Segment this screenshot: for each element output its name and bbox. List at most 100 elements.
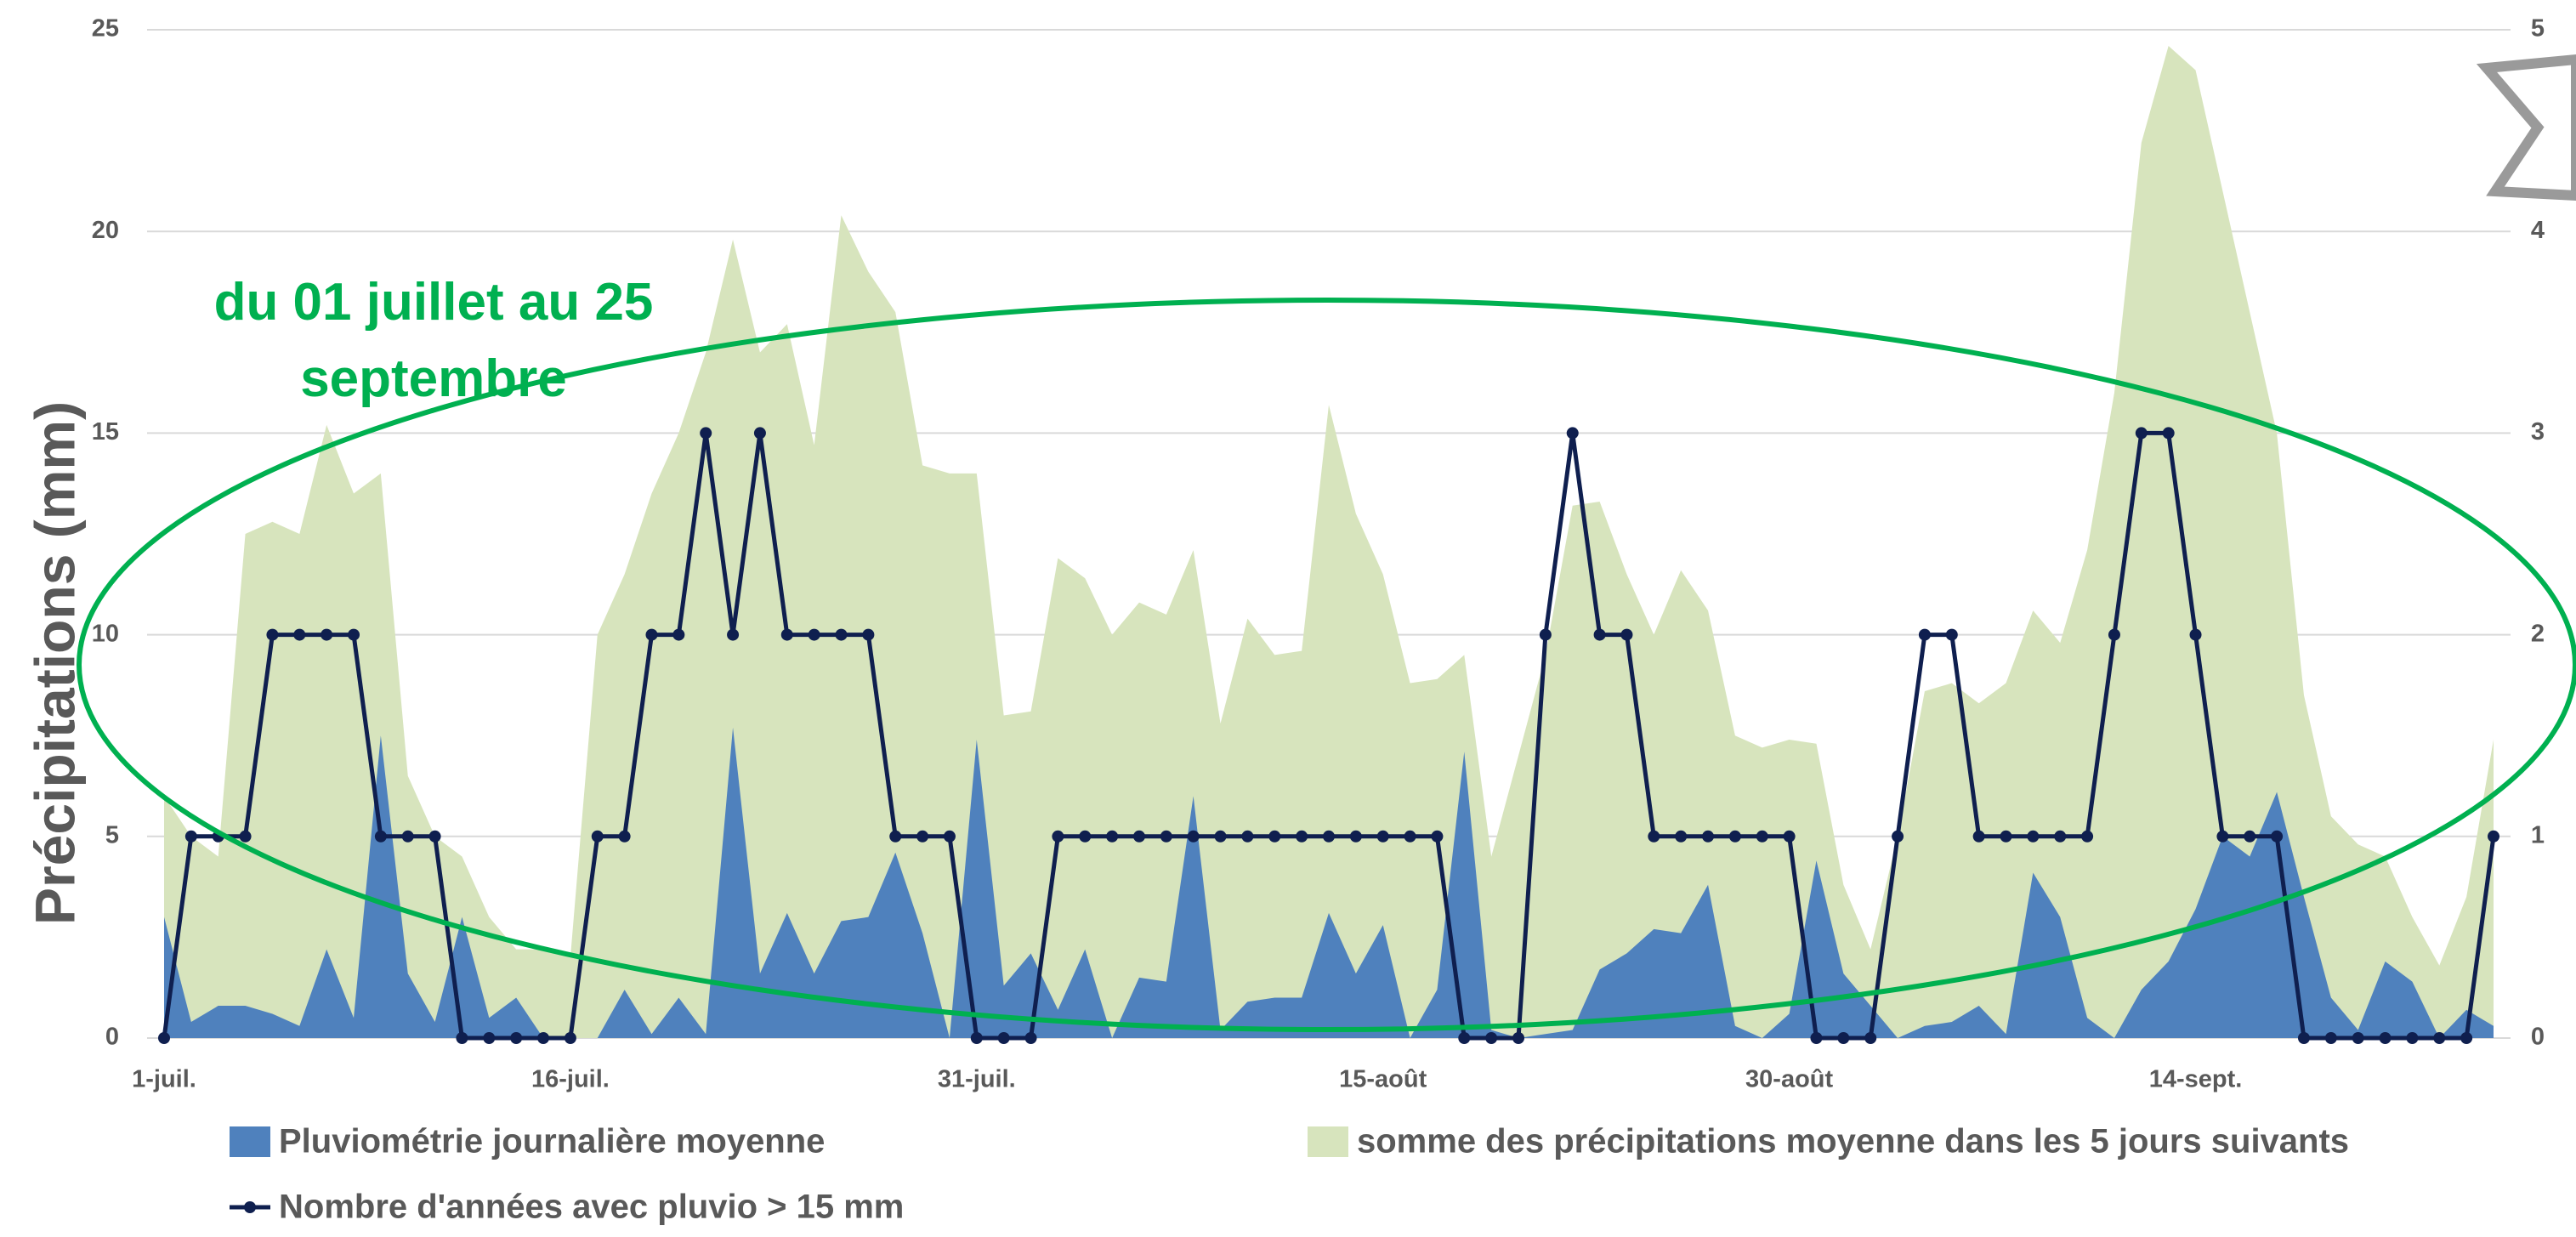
line-marker — [618, 830, 631, 843]
line-marker — [2135, 427, 2148, 440]
line-marker — [1079, 830, 1092, 843]
line-marker — [1485, 1032, 1498, 1044]
y-tick-label: 0 — [105, 1024, 119, 1051]
line-marker — [2054, 830, 2067, 843]
line-marker — [2244, 830, 2256, 843]
line-marker — [780, 628, 793, 641]
line-marker — [2081, 830, 2094, 843]
line-marker — [1512, 1032, 1525, 1044]
decorative-arrow — [2476, 54, 2576, 201]
y-tick-label: 10 — [92, 620, 119, 647]
line-marker — [1864, 1032, 1877, 1044]
legend-label: somme des précipitations moyenne dans le… — [1357, 1123, 2349, 1160]
legend-label: Nombre d'années avec pluvio > 15 mm — [279, 1189, 904, 1226]
line-marker — [1837, 1032, 1850, 1044]
line-marker — [700, 427, 712, 440]
line-marker — [1675, 830, 1688, 843]
line-marker — [2027, 830, 2040, 843]
line-marker — [1458, 1032, 1471, 1044]
line-marker — [1404, 830, 1416, 843]
line-marker — [2352, 1032, 2364, 1044]
line-marker — [239, 830, 252, 843]
line-marker — [1052, 830, 1064, 843]
line-marker — [158, 1032, 170, 1044]
line-marker — [2271, 830, 2284, 843]
y-tick-label: 25 — [92, 15, 119, 43]
line-marker — [2460, 1032, 2473, 1044]
line-marker — [1323, 830, 1335, 843]
line-marker — [1566, 427, 1579, 440]
annotation: du 01 juillet au 25 septembre — [214, 273, 654, 408]
line-marker — [456, 1032, 468, 1044]
line-marker — [997, 1032, 1010, 1044]
line-marker — [1783, 830, 1796, 843]
line-marker — [537, 1032, 550, 1044]
y2-tick-label: 4 — [2531, 217, 2545, 244]
line-marker — [2108, 628, 2120, 641]
x-tick-label: 31-juil. — [938, 1066, 1016, 1093]
x-tick-label: 30-août — [1745, 1066, 1833, 1093]
highlight-ellipse — [77, 298, 2576, 1032]
line-marker — [1187, 830, 1200, 843]
line-marker — [2162, 427, 2175, 440]
y2-tick-label: 1 — [2531, 821, 2545, 848]
line-marker — [727, 628, 740, 641]
legend-label: Pluviométrie journalière moyenne — [279, 1123, 825, 1160]
line-marker — [2379, 1032, 2392, 1044]
line-marker — [1539, 628, 1552, 641]
line-marker — [672, 628, 685, 641]
line-marker — [753, 427, 766, 440]
line-marker — [2000, 830, 2012, 843]
legend-swatch — [230, 1126, 270, 1157]
line-marker — [1728, 830, 1741, 843]
line-marker — [1376, 830, 1389, 843]
x-tick-label: 14-sept. — [2149, 1066, 2243, 1093]
line-marker — [1160, 830, 1172, 843]
plot-area: 0 5 10 15 20 25 0 1 2 3 4 5 1-juil. 16-juil. 31-juil. 1… — [92, 15, 2545, 1093]
x-tick-label: 16-juil. — [531, 1066, 610, 1093]
y-tick-label: 20 — [92, 217, 119, 244]
line-marker — [835, 628, 848, 641]
line-marker — [293, 628, 306, 641]
line-marker — [1918, 628, 1931, 641]
line-marker — [483, 1032, 496, 1044]
line-marker — [1810, 1032, 1823, 1044]
line-marker — [1024, 1032, 1037, 1044]
y2-tick-label: 0 — [2531, 1024, 2545, 1051]
line-marker — [1241, 830, 1254, 843]
x-tick-label: 15-août — [1339, 1066, 1427, 1093]
line-marker — [2216, 830, 2229, 843]
line-marker — [2189, 628, 2202, 641]
y2-tick-label: 3 — [2531, 418, 2545, 445]
line-marker — [401, 830, 414, 843]
line-marker — [1349, 830, 1362, 843]
area — [164, 45, 2494, 1039]
legend-swatch — [1308, 1126, 1348, 1157]
legend-swatch — [244, 1201, 256, 1213]
line-marker — [1945, 628, 1958, 641]
line-marker — [266, 628, 279, 641]
line-marker — [1296, 830, 1308, 843]
line-marker — [1620, 628, 1633, 641]
line-marker — [862, 628, 875, 641]
line-marker — [564, 1032, 576, 1044]
line-marker — [510, 1032, 523, 1044]
line-marker — [2297, 1032, 2310, 1044]
legend: Pluviométrie journalière moyenne somme de… — [230, 1123, 2349, 1226]
line-marker — [1972, 830, 1985, 843]
line-marker — [1892, 830, 1904, 843]
line-marker — [970, 1032, 983, 1044]
line-marker — [348, 628, 360, 641]
line-marker — [1132, 830, 1145, 843]
line-marker — [321, 628, 333, 641]
line-marker — [2324, 1032, 2337, 1044]
line-marker — [1648, 830, 1660, 843]
x-tick-label: 1-juil. — [132, 1066, 196, 1093]
y2-tick-label: 5 — [2531, 15, 2545, 43]
line-marker — [1756, 830, 1768, 843]
line-marker — [184, 830, 197, 843]
line-marker — [2406, 1032, 2419, 1044]
y2-tick-label: 2 — [2531, 620, 2545, 647]
